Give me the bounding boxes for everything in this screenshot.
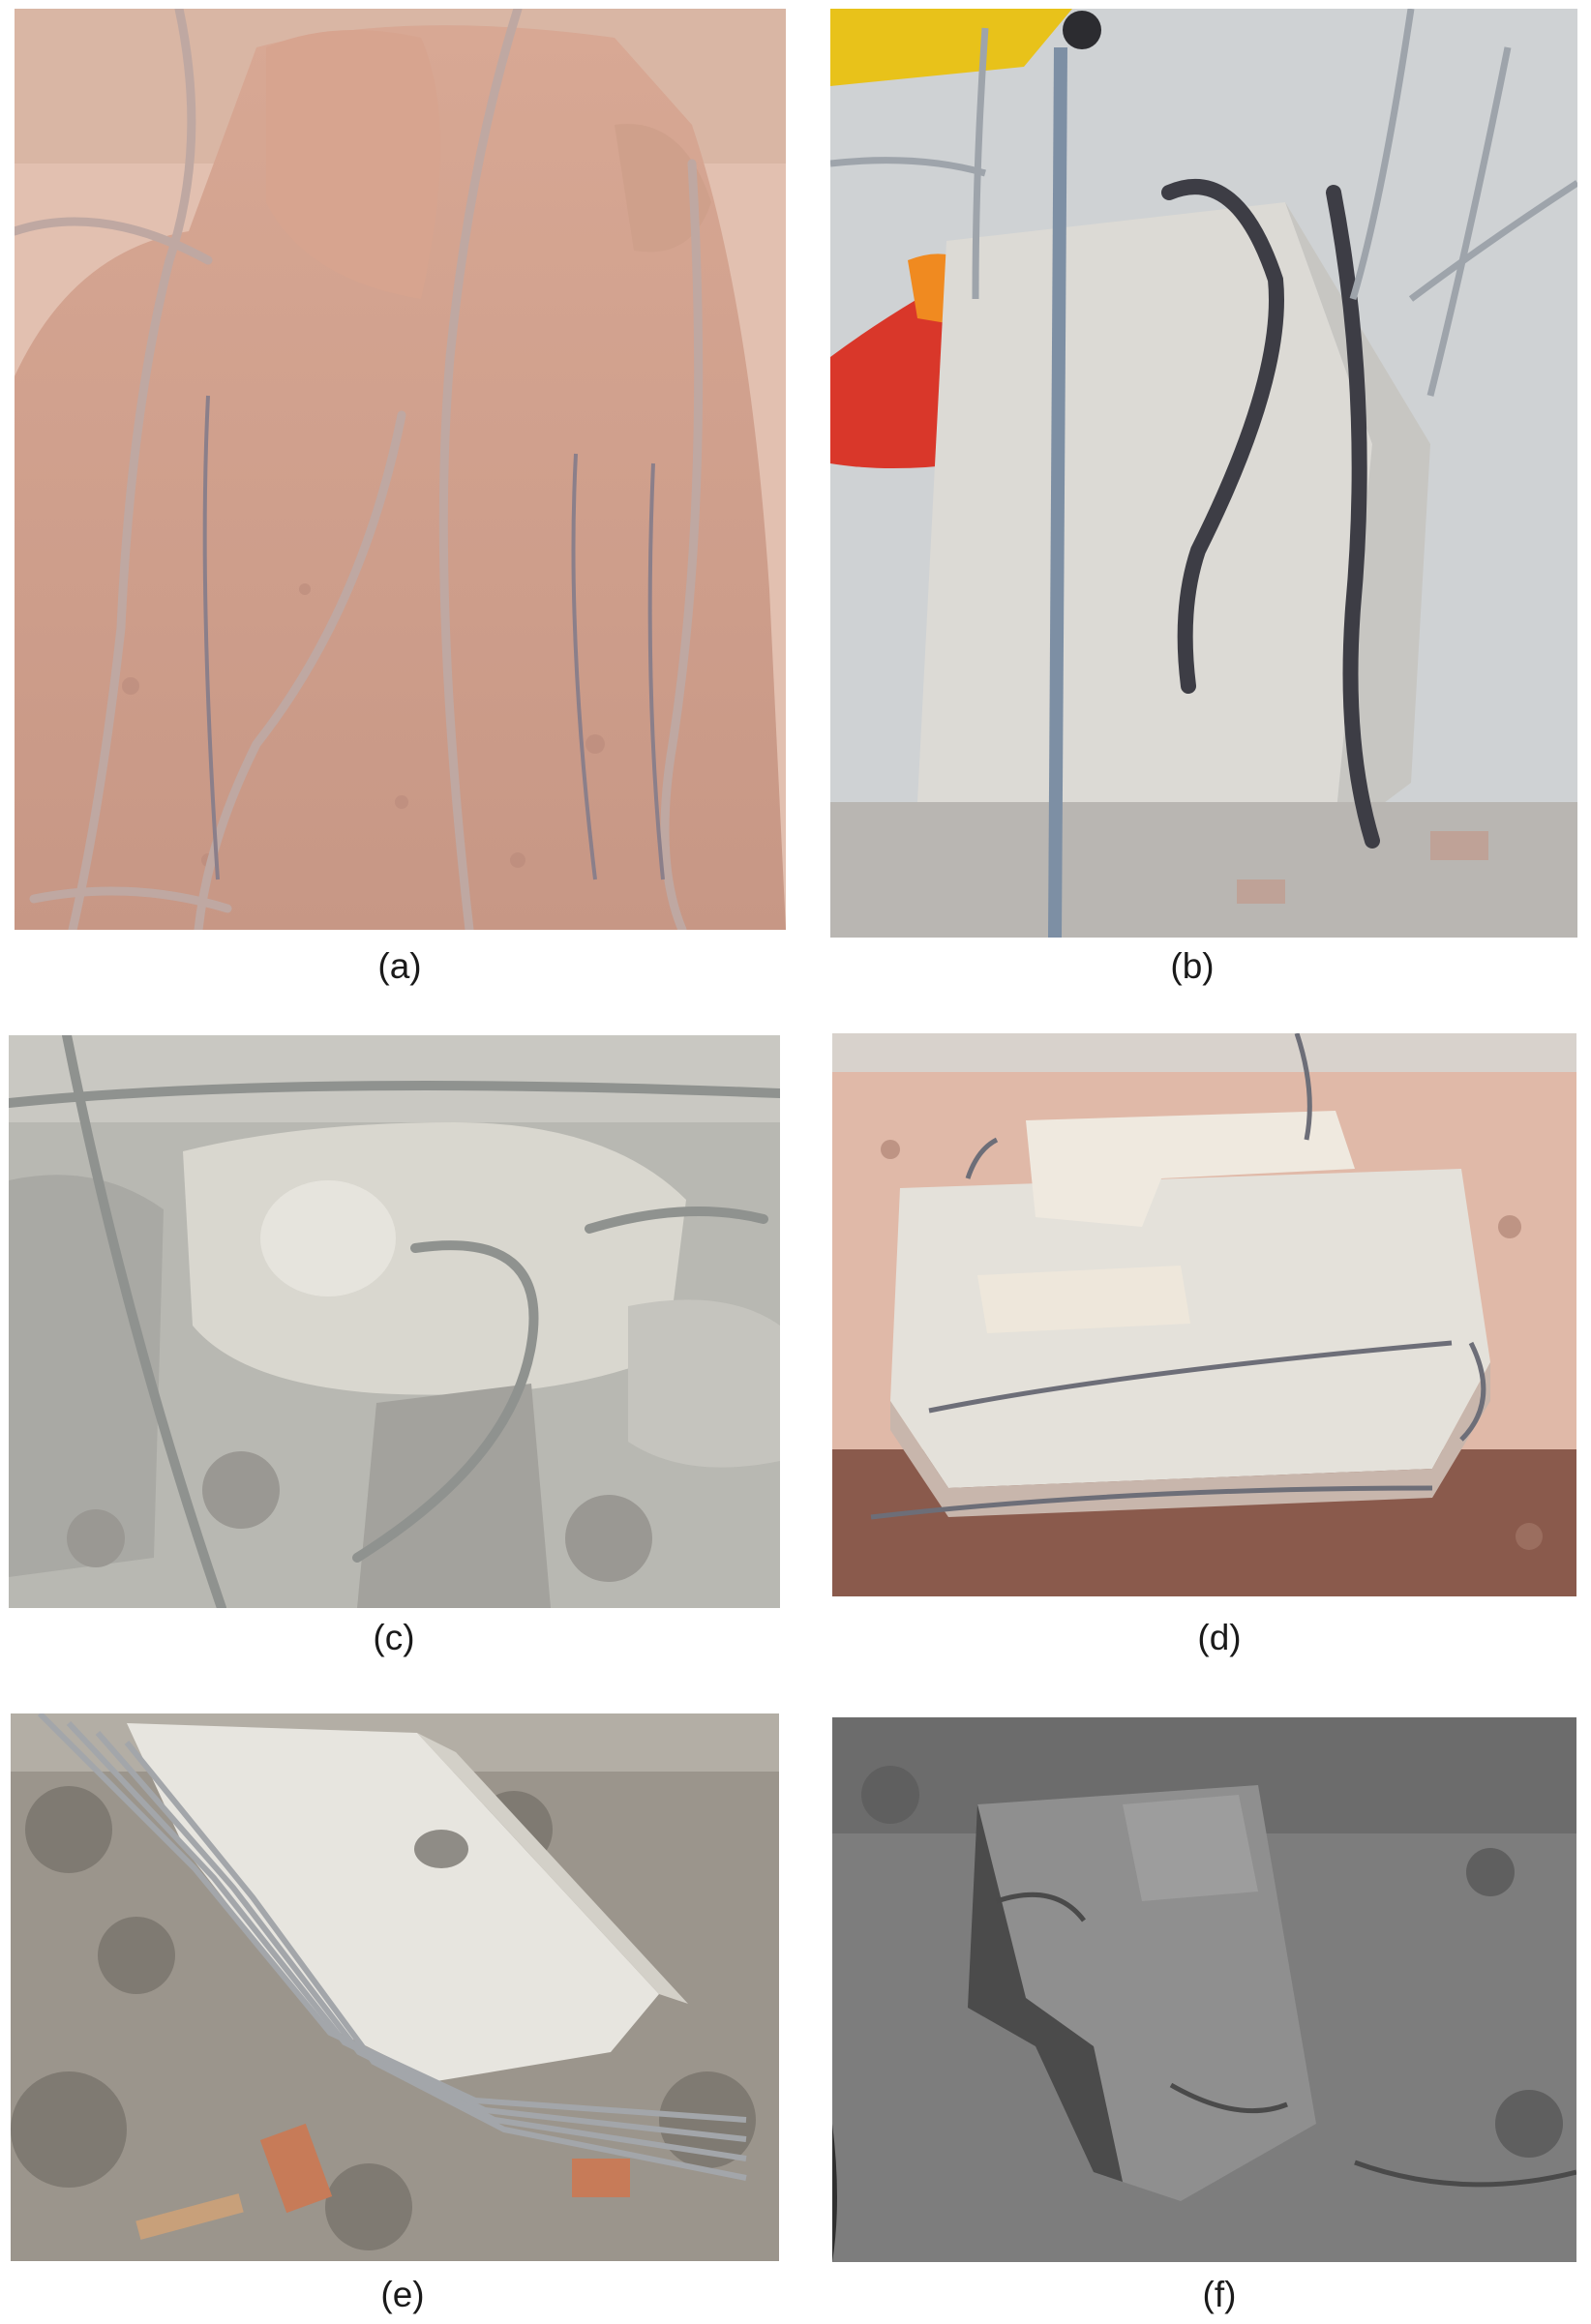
- caption-c: (c): [373, 1618, 415, 1657]
- caption-a: (a): [377, 946, 422, 986]
- caption-b: (b): [1170, 946, 1215, 986]
- caption-f: (f): [1202, 2275, 1237, 2314]
- photo-b-illustration: [830, 9, 1577, 938]
- photo-f-illustration: [832, 1717, 1576, 2262]
- photo-a: [15, 9, 786, 930]
- photo-d: [832, 1033, 1576, 1596]
- photo-d-illustration: [832, 1033, 1576, 1596]
- caption-d: (d): [1197, 1618, 1242, 1657]
- photo-b: [830, 9, 1577, 938]
- photo-e: [11, 1713, 779, 2261]
- photo-a-illustration: [15, 9, 786, 930]
- photo-c-illustration: [9, 1035, 780, 1608]
- caption-e: (e): [380, 2275, 425, 2314]
- photo-f: [832, 1717, 1576, 2262]
- photo-e-illustration: [11, 1713, 779, 2261]
- photo-c: [9, 1035, 780, 1608]
